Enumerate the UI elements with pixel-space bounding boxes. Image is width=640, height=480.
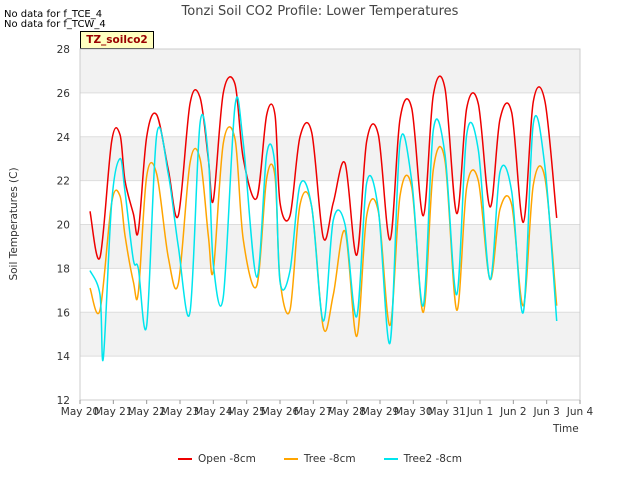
x-tick-label: May 20	[61, 406, 99, 418]
legend-label-tree2: Tree2 -8cm	[403, 453, 462, 465]
x-tick-label: Jun 1	[466, 406, 493, 418]
legend-item-open: Open -8cm	[178, 453, 256, 465]
legend-label-open: Open -8cm	[198, 453, 256, 465]
series-line-open-8cm	[89, 75, 558, 260]
grid-bands	[80, 49, 580, 357]
x-tick-label: May 21	[94, 406, 132, 418]
x-tick-label: May 27	[294, 406, 332, 418]
no-data-note-tcw: No data for f_TCW_4	[4, 19, 106, 30]
y-tick-label: 28	[57, 44, 70, 56]
grid-band	[80, 312, 580, 357]
legend-swatch-tree2	[383, 458, 398, 460]
legend: Open -8cm Tree -8cm Tree2 -8cm	[0, 453, 640, 465]
y-tick-label: 20	[57, 220, 70, 232]
legend-item-tree2: Tree2 -8cm	[383, 453, 462, 465]
x-tick-label: May 22	[127, 406, 165, 418]
x-tick-label: May 23	[161, 406, 199, 418]
grid-band	[80, 49, 580, 93]
legend-item-tree: Tree -8cm	[283, 453, 356, 465]
x-tick-label: May 25	[227, 406, 265, 418]
no-data-note-tce: No data for f_TCE_4	[4, 9, 103, 20]
y-tick-label: 14	[57, 351, 71, 363]
y-tick-label: 18	[57, 263, 70, 275]
y-axis: 12 14 16 18 20 22 24 26 28	[57, 44, 71, 407]
legend-swatch-open	[178, 458, 193, 460]
legend-label-tree: Tree -8cm	[303, 453, 356, 465]
chart-title: Tonzi Soil CO2 Profile: Lower Temperatur…	[181, 4, 459, 19]
x-tick-label: May 26	[261, 406, 300, 418]
x-tick-label: May 28	[327, 406, 365, 418]
x-tick-label: Jun 3	[532, 406, 559, 418]
site-tag-label: TZ_soilco2	[80, 31, 154, 49]
x-tick-label: May 29	[361, 406, 399, 418]
y-tick-label: 12	[57, 395, 70, 407]
legend-swatch-tree	[283, 458, 298, 460]
y-axis-label: Soil Temperatures (C)	[8, 167, 20, 281]
series-lines	[89, 75, 558, 362]
y-tick-label: 26	[57, 88, 71, 100]
x-tick-label: Jun 2	[499, 406, 526, 418]
series-line-tree2-8cm	[89, 96, 558, 362]
y-tick-label: 16	[57, 307, 71, 319]
x-tick-label: May 30	[394, 406, 432, 418]
x-tick-label: May 24	[194, 406, 233, 418]
y-tick-label: 22	[57, 176, 70, 188]
x-tick-label: May 31	[427, 406, 465, 418]
plot-area	[79, 48, 581, 401]
y-tick-label: 24	[57, 132, 71, 144]
x-axis-label: Time	[553, 423, 579, 435]
x-tick-label: Jun 4	[566, 406, 594, 418]
